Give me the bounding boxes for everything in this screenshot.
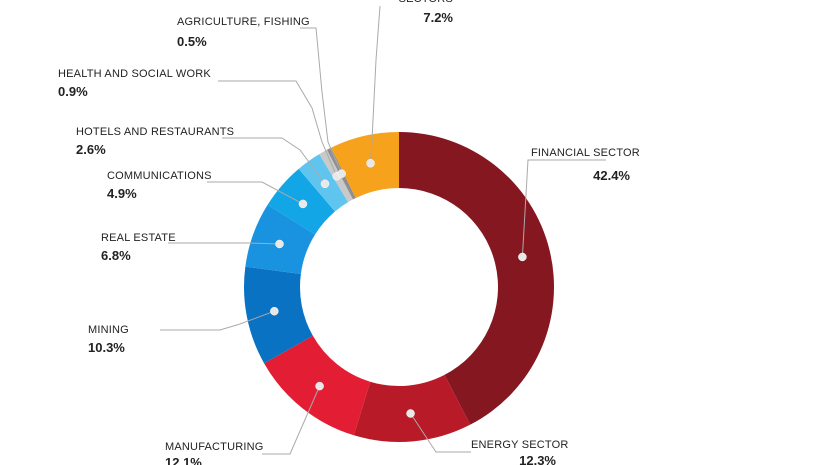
slice-marker-8 [337,169,346,178]
slice-label-5: COMMUNICATIONS [107,170,212,182]
slice-9 [331,132,399,198]
slice-value-7: 0.9% [58,84,88,99]
leader-line-8 [300,27,343,174]
leader-line-4 [168,242,280,245]
slice-value-2: 12.1% [165,455,202,465]
slice-label-6: HOTELS AND RESTAURANTS [76,126,234,138]
leader-line-2 [262,385,321,455]
slice-marker-2 [315,381,324,391]
slice-0 [399,132,554,425]
slice-label-0: FINANCIAL SECTOR [531,147,640,159]
slice-1 [353,374,471,442]
slice-marker-9 [366,158,375,168]
slice-label-9: SECTORS [399,0,453,5]
leader-line-6 [222,137,326,185]
slice-3 [244,266,313,364]
leader-line-5 [207,181,304,205]
slice-label-2: MANUFACTURING [165,441,264,453]
slice-label-1: ENERGY SECTOR [471,439,569,451]
leader-line-7 [218,80,338,177]
slice-value-5: 4.9% [107,186,137,201]
slice-marker-6 [320,179,330,189]
slice-value-9: 7.2% [423,10,453,25]
slice-label-8: AGRICULTURE, FISHING [177,16,310,28]
slice-marker-1 [406,409,415,418]
slice-value-0: 42.4% [593,168,630,183]
leader-line-1 [410,413,471,453]
slice-marker-0 [518,252,527,262]
slice-label-3: MINING [88,324,129,336]
slice-label-4: REAL ESTATE [101,232,176,244]
slice-value-3: 10.3% [88,340,125,355]
leader-line-0 [521,159,606,257]
leader-line-9 [370,5,381,164]
slice-value-1: 12.3% [519,453,556,465]
slice-value-8: 0.5% [177,34,207,49]
slice-label-7: HEALTH AND SOCIAL WORK [58,68,211,80]
slice-marker-3 [270,306,279,316]
slice-marker-5 [298,199,308,209]
leader-line-3 [160,310,275,331]
slice-4 [245,204,316,274]
slice-value-6: 2.6% [76,142,106,157]
slice-marker-4 [275,239,284,249]
slice-value-4: 6.8% [101,248,131,263]
